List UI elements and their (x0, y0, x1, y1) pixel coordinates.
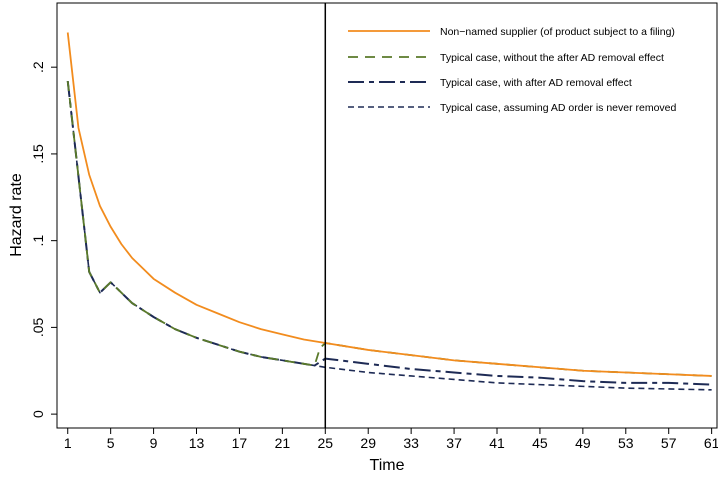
series-line-3 (66, 80, 712, 386)
x-tick-label: 9 (150, 435, 158, 451)
x-tick-label: 53 (618, 435, 634, 451)
y-tick-label: .05 (30, 317, 46, 337)
x-tick-label: 49 (575, 435, 591, 451)
x-tick-label: 45 (532, 435, 548, 451)
x-tick-label: 29 (360, 435, 376, 451)
y-tick-label: 0 (30, 410, 46, 418)
legend-label-1: Non−named supplier (of product subject t… (440, 26, 675, 38)
y-tick-label: .2 (30, 61, 46, 73)
x-tick-label: 41 (489, 435, 505, 451)
x-tick-label: 57 (661, 435, 677, 451)
x-axis-title: Time (370, 457, 405, 474)
series-layer (66, 32, 712, 391)
legend-label-4: Typical case, assuming AD order is never… (440, 102, 677, 114)
x-tick-label: 1 (64, 435, 72, 451)
x-tick-label: 17 (232, 435, 248, 451)
x-tick-label: 25 (318, 435, 334, 451)
plot-area-frame (56, 2, 718, 429)
y-axis-title: Hazard rate (8, 173, 25, 257)
x-tick-label: 61 (704, 435, 718, 451)
series-line-1 (66, 32, 712, 377)
x-tick-label: 5 (107, 435, 115, 451)
x-tick-label: 37 (446, 435, 462, 451)
legend-label-3: Typical case, with after AD removal effe… (440, 77, 632, 89)
y-tick-label: .1 (30, 235, 46, 247)
y-tick-label: .15 (30, 144, 46, 164)
legend: Non−named supplier (of product subject t… (348, 26, 677, 114)
x-tick-label: 21 (275, 435, 291, 451)
y-axis-ticks: 0 .05 .1 .15 .2 (30, 61, 57, 418)
x-tick-label: 33 (403, 435, 419, 451)
x-tick-label: 13 (189, 435, 205, 451)
x-axis-ticks: 1 5 9 13 17 21 25 29 33 37 41 45 49 53 57 61 (64, 428, 718, 451)
legend-label-2: Typical case, without the after AD remov… (440, 52, 664, 64)
